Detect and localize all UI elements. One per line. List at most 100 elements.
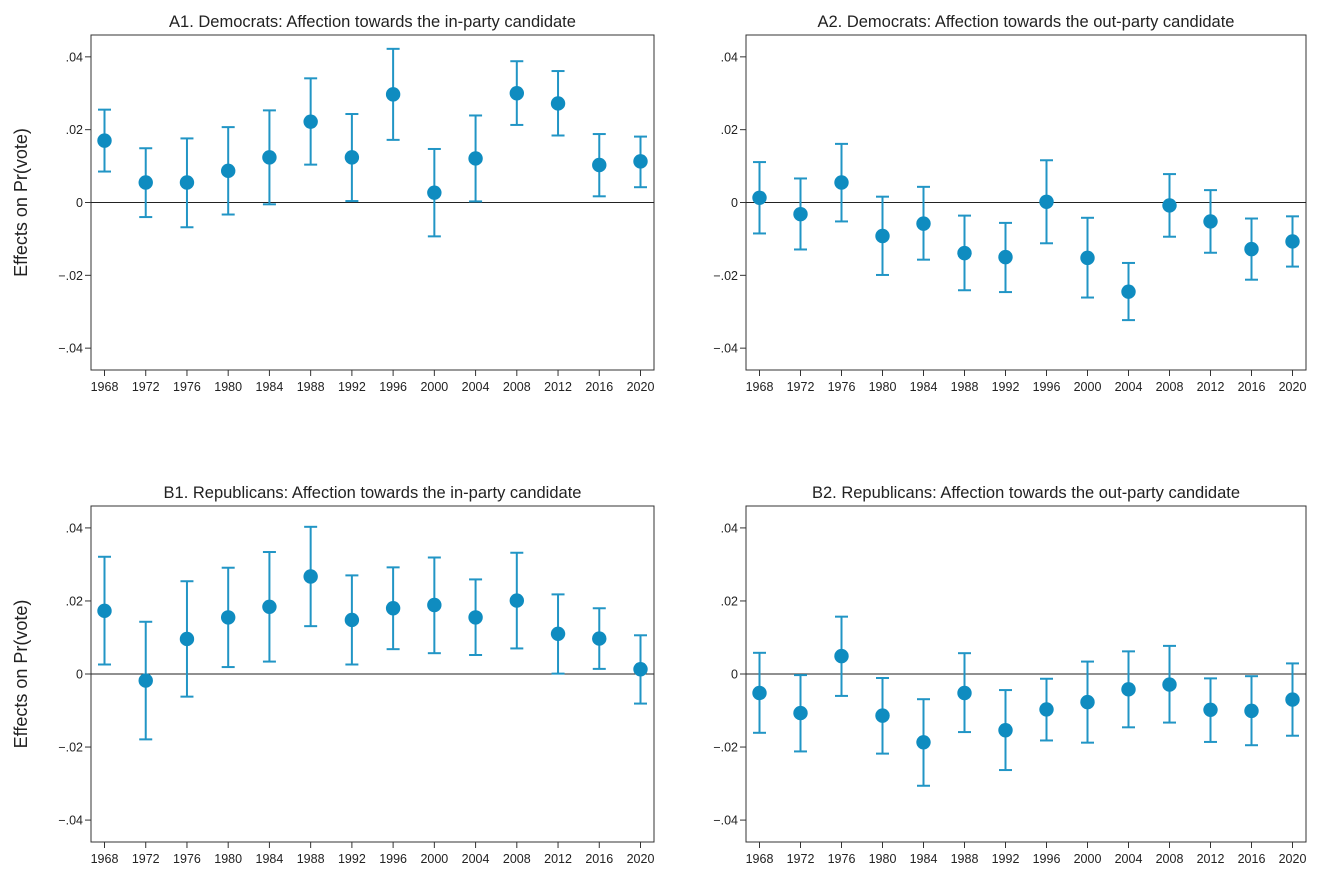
x-tick-label: 2004 — [1115, 380, 1143, 394]
point-estimate — [262, 150, 277, 165]
x-tick-label: 1996 — [379, 380, 407, 394]
y-tick-label: .02 — [66, 594, 83, 608]
x-tick-label: 2016 — [585, 852, 613, 866]
x-tick-label: 1968 — [91, 380, 119, 394]
point-estimate — [752, 685, 767, 701]
point-estimate — [509, 86, 525, 101]
x-tick-label: 2020 — [1279, 380, 1307, 394]
panel-1: A1. Democrats: Affection towards the in-… — [11, 13, 655, 394]
point-estimate — [1080, 250, 1095, 266]
point-estimate — [1080, 694, 1095, 710]
point-estimate — [220, 610, 236, 625]
y-axis-label: Effects on Pr(vote) — [11, 600, 31, 749]
point-estimate — [1244, 703, 1259, 719]
y-tick-label: .04 — [721, 50, 738, 64]
x-tick-label: 1984 — [910, 852, 938, 866]
point-estimate — [834, 175, 849, 190]
point-estimate — [752, 190, 767, 205]
point-estimate — [1162, 677, 1177, 692]
point-estimate — [793, 206, 808, 222]
x-tick-label: 1992 — [338, 852, 366, 866]
point-estimate — [385, 87, 401, 102]
point-estimate — [592, 631, 607, 646]
panel-4: B2. Republicans: Affection towards the o… — [713, 484, 1307, 866]
point-estimate — [550, 626, 566, 642]
point-estimate — [957, 245, 972, 261]
x-tick-label: 1984 — [256, 380, 284, 394]
y-tick-label: −.02 — [713, 269, 738, 283]
x-tick-label: 1976 — [828, 380, 856, 394]
point-estimate — [957, 685, 972, 701]
point-estimate — [1121, 682, 1136, 697]
x-tick-label: 2012 — [1197, 380, 1225, 394]
x-tick-label: 2004 — [462, 380, 490, 394]
y-tick-label: −.02 — [58, 269, 83, 283]
panel-title: B1. Republicans: Affection towards the i… — [164, 484, 582, 502]
x-tick-label: 1992 — [992, 380, 1020, 394]
point-estimate — [179, 175, 195, 190]
x-tick-label: 1992 — [338, 380, 366, 394]
point-estimate — [344, 612, 360, 628]
x-tick-label: 2012 — [544, 380, 572, 394]
point-estimate — [550, 96, 566, 111]
x-tick-label: 1980 — [214, 852, 242, 866]
point-estimate — [875, 708, 890, 723]
point-estimate — [138, 673, 153, 688]
x-tick-label: 2008 — [1156, 380, 1184, 394]
y-axis-label: Effects on Pr(vote) — [11, 128, 31, 277]
x-tick-label: 1972 — [787, 380, 815, 394]
x-tick-label: 1980 — [869, 380, 897, 394]
y-tick-label: .04 — [66, 521, 83, 535]
x-tick-label: 1976 — [173, 380, 201, 394]
x-tick-label: 1984 — [910, 380, 938, 394]
y-tick-label: .02 — [66, 123, 83, 137]
point-estimate — [1285, 234, 1300, 249]
point-estimate — [509, 593, 525, 608]
point-estimate — [834, 648, 849, 664]
x-tick-label: 2016 — [1238, 380, 1266, 394]
point-estimate — [793, 705, 808, 721]
point-estimate — [220, 163, 236, 179]
point-estimate — [916, 216, 931, 231]
point-estimate — [1285, 692, 1300, 707]
x-tick-label: 1968 — [91, 852, 119, 866]
point-estimate — [468, 610, 483, 625]
point-estimate — [138, 175, 153, 190]
x-tick-label: 1972 — [132, 852, 160, 866]
panel-title: A2. Democrats: Affection towards the out… — [817, 13, 1234, 31]
point-estimate — [303, 114, 318, 129]
x-tick-label: 1972 — [787, 852, 815, 866]
point-estimate — [592, 157, 607, 173]
point-estimate — [97, 603, 112, 619]
point-estimate — [97, 133, 112, 148]
panel-title: B2. Republicans: Affection towards the o… — [812, 484, 1240, 502]
x-tick-label: 1988 — [951, 380, 979, 394]
point-estimate — [1203, 702, 1218, 717]
x-tick-label: 1992 — [992, 852, 1020, 866]
x-tick-label: 2000 — [420, 380, 448, 394]
x-tick-label: 1988 — [297, 852, 325, 866]
y-tick-label: −.04 — [58, 342, 83, 356]
point-estimate — [1203, 214, 1218, 229]
y-tick-label: .04 — [721, 521, 738, 535]
y-tick-label: −.02 — [713, 741, 738, 755]
y-tick-label: −.04 — [58, 814, 83, 828]
x-tick-label: 2000 — [1074, 380, 1102, 394]
y-tick-label: 0 — [76, 668, 83, 682]
x-tick-label: 1988 — [297, 380, 325, 394]
point-estimate — [1244, 241, 1259, 257]
x-tick-label: 2008 — [503, 852, 531, 866]
point-estimate — [427, 185, 442, 200]
x-tick-label: 2004 — [1115, 852, 1143, 866]
point-estimate — [916, 735, 931, 750]
x-tick-label: 2016 — [1238, 852, 1266, 866]
x-tick-label: 2012 — [1197, 852, 1225, 866]
x-tick-label: 1976 — [828, 852, 856, 866]
x-tick-label: 2020 — [627, 852, 655, 866]
y-tick-label: −.04 — [713, 342, 738, 356]
x-tick-label: 2004 — [462, 852, 490, 866]
point-estimate — [344, 150, 360, 165]
point-estimate — [427, 597, 442, 613]
point-estimate — [262, 599, 277, 614]
